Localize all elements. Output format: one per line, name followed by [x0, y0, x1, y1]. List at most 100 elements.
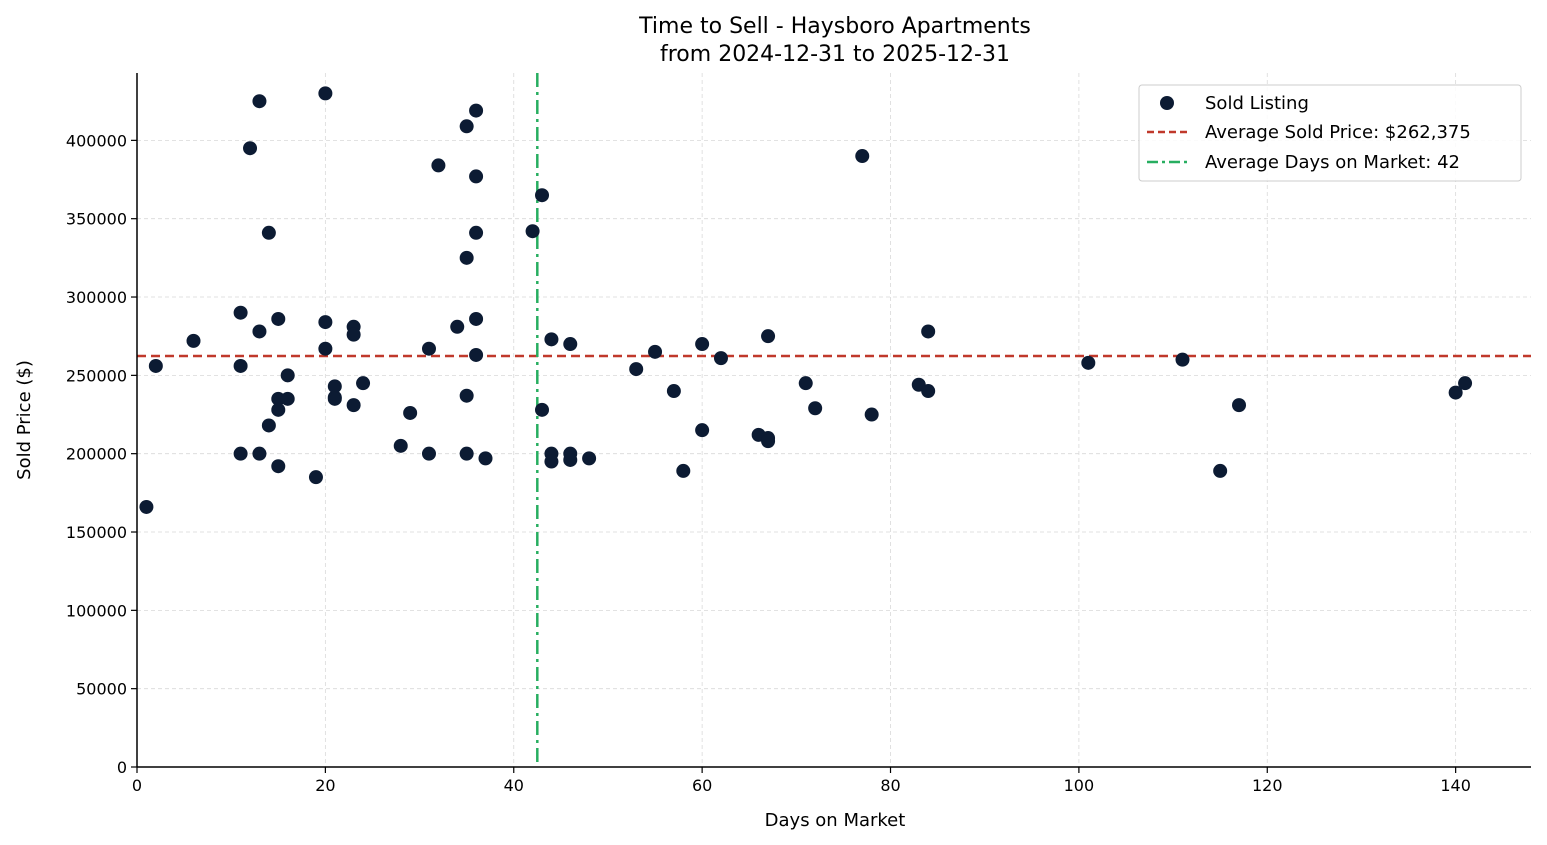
x-tick-label: 100 [1064, 776, 1095, 795]
data-point [648, 344, 663, 359]
data-point [563, 452, 578, 467]
legend-label-average-price: Average Sold Price: $262,375 [1205, 122, 1471, 143]
reference-lines [137, 73, 1531, 767]
y-tick-label: 250000 [66, 366, 127, 385]
data-point [308, 470, 323, 485]
data-point [233, 446, 248, 461]
data-point [761, 434, 776, 449]
data-point [271, 402, 286, 417]
data-point [535, 402, 550, 417]
data-point [346, 327, 361, 342]
data-point [459, 119, 474, 134]
data-point [1232, 398, 1247, 413]
data-point [1081, 355, 1096, 370]
data-point [544, 332, 559, 347]
data-point [403, 405, 418, 420]
data-point [1213, 463, 1228, 478]
data-point [421, 341, 436, 356]
data-point [393, 438, 408, 453]
data-point [233, 358, 248, 373]
data-point [864, 407, 879, 422]
data-point [855, 149, 870, 164]
legend: Sold Listing Average Sold Price: $262,37… [1138, 84, 1522, 182]
data-point [666, 384, 681, 399]
data-point [629, 362, 644, 377]
y-tick-label: 350000 [66, 210, 127, 229]
legend-box [1138, 84, 1522, 182]
data-point [459, 446, 474, 461]
data-point [921, 384, 936, 399]
data-point [478, 451, 493, 466]
data-point [243, 141, 258, 156]
data-point [676, 463, 691, 478]
y-tick-label: 150000 [66, 523, 127, 542]
data-point [186, 333, 201, 348]
data-point [1175, 352, 1190, 367]
data-point [563, 337, 578, 352]
x-tick-label: 60 [692, 776, 712, 795]
data-point [139, 499, 154, 514]
data-point [431, 158, 446, 173]
data-point [318, 315, 333, 330]
data-point [421, 446, 436, 461]
data-point [469, 169, 484, 184]
data-point [525, 224, 540, 239]
data-point [280, 368, 295, 383]
data-point [808, 401, 823, 416]
data-point [252, 446, 267, 461]
data-point [327, 379, 342, 394]
data-point [261, 225, 276, 240]
y-tick-label: 300000 [66, 288, 127, 307]
data-point [327, 391, 342, 406]
x-tick-label: 120 [1252, 776, 1283, 795]
data-point [459, 250, 474, 265]
data-point [798, 376, 813, 391]
data-point [761, 329, 776, 344]
y-axis-label: Sold Price ($) [14, 360, 35, 480]
x-tick-label: 80 [880, 776, 900, 795]
x-tick-label: 20 [315, 776, 335, 795]
data-point [921, 324, 936, 339]
data-point [318, 341, 333, 356]
data-point [318, 86, 333, 101]
axes [136, 73, 1531, 768]
data-point [535, 188, 550, 203]
chart-title: Time to Sell - Haysboro Apartments [638, 14, 1031, 39]
data-point [346, 398, 361, 413]
data-point [1448, 385, 1463, 400]
data-point [1458, 376, 1473, 391]
chart-subtitle: from 2024-12-31 to 2025-12-31 [660, 42, 1010, 67]
x-tick-label: 40 [504, 776, 524, 795]
y-tick-label: 200000 [66, 445, 127, 464]
x-ticks: 0 20 40 60 80 100 120 140 [132, 767, 1471, 795]
data-point [695, 423, 710, 438]
data-point [469, 311, 484, 326]
data-point [469, 347, 484, 362]
data-point [450, 319, 465, 334]
data-point [252, 94, 267, 109]
x-axis-label: Days on Market [765, 810, 906, 831]
data-point [713, 351, 728, 366]
x-tick-label: 140 [1440, 776, 1471, 795]
data-point [356, 376, 371, 391]
data-point [271, 459, 286, 474]
data-point [582, 451, 597, 466]
data-point [252, 324, 267, 339]
data-point [271, 311, 286, 326]
data-points [139, 86, 1473, 514]
legend-label-average-days: Average Days on Market: 42 [1205, 152, 1460, 173]
y-tick-label: 0 [117, 758, 127, 777]
y-tick-label: 400000 [66, 131, 127, 150]
data-point [233, 305, 248, 320]
y-ticks: 0 50000 100000 150000 200000 250000 300000 3500… [66, 131, 137, 777]
data-point [544, 454, 559, 469]
y-tick-label: 50000 [76, 680, 127, 699]
legend-label-sold-listing: Sold Listing [1205, 93, 1309, 114]
data-point [459, 388, 474, 403]
data-point [261, 418, 276, 433]
data-point [469, 103, 484, 118]
y-tick-label: 100000 [66, 601, 127, 620]
data-point [695, 337, 710, 352]
data-point [280, 391, 295, 406]
